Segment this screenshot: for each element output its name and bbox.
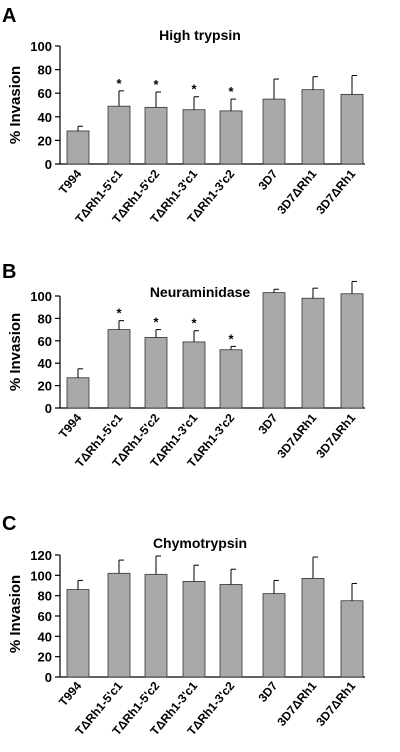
panel-b-y-tick-label: 0: [45, 401, 52, 416]
panel-c-bar: [66, 589, 90, 678]
panel-b-bar: [340, 293, 364, 409]
panel-a-y-tick-label: 40: [38, 110, 52, 125]
panel-a-significance-mark: *: [153, 77, 159, 92]
panel-c-category-label: 3D7ΔRh1: [274, 679, 319, 729]
panel-a-bar: [301, 89, 325, 165]
panel-a-title: High trypsin: [159, 27, 241, 43]
panel-a-significance-mark: *: [228, 84, 234, 99]
panel-a-y-tick-label: 60: [38, 86, 52, 101]
panel-a-category-label: 3D7ΔRh1: [313, 167, 358, 217]
panel-b-y-tick-label: 40: [38, 356, 52, 371]
panel-b-bar: [182, 341, 206, 409]
panel-c-y-axis-title: % Invasion: [7, 575, 24, 653]
panel-c-bar: [219, 584, 243, 678]
panel-b-letter: B: [2, 261, 16, 283]
panel-a-y-axis-title: % Invasion: [7, 66, 24, 144]
panel-b-y-tick-label: 100: [30, 289, 52, 304]
panel-a-bar: [144, 106, 168, 165]
panel-a-bar: [340, 93, 364, 165]
panel-b-y-tick-label: 80: [38, 311, 52, 326]
panel-c-y-tick-label: 60: [38, 609, 52, 624]
panel-a: A High trypsin % Invasion 0 20 40 60 80 100 T994 *…: [2, 5, 365, 226]
panel-b-bar: [144, 337, 168, 409]
panel-a-y-tick-label: 80: [38, 63, 52, 78]
panel-b-significance-mark: *: [153, 315, 159, 330]
panel-a-y-tick-label: 20: [38, 133, 52, 148]
panel-a-category-label: 3D7ΔRh1: [274, 167, 319, 217]
panel-a-category-label: 3D7: [255, 167, 280, 193]
panel-b-significance-mark: *: [228, 331, 234, 346]
panel-a-category-label: T994: [56, 167, 85, 197]
panel-c-y-tick-label: 100: [30, 568, 52, 583]
panel-b-category-label: T994: [56, 411, 85, 441]
panel-a-bar: [219, 110, 243, 165]
panel-b-title: Neuraminidase: [150, 284, 251, 300]
panel-b-bar: [262, 292, 286, 409]
panel-b-y-tick-label: 60: [38, 334, 52, 349]
panel-a-significance-mark: *: [191, 82, 197, 97]
panel-b-significance-mark: *: [191, 316, 197, 331]
panel-b-category-label: 3D7: [255, 411, 280, 437]
panel-b-category-label: 3D7ΔRh1: [313, 411, 358, 461]
panel-c-category-label: 3D7ΔRh1: [313, 679, 358, 729]
panel-b-category-label: 3D7ΔRh1: [274, 411, 319, 461]
panel-a-bar: [66, 130, 90, 165]
panel-a-bar: [107, 105, 131, 165]
panel-b-bar: [107, 329, 131, 409]
panel-c-bar: [182, 581, 206, 678]
panel-b: B Neuraminidase % Invasion 0 20 40 60 80 100 T994…: [2, 261, 365, 470]
panel-c-bar: [262, 593, 286, 678]
panel-c-y-tick-label: 40: [38, 629, 52, 644]
panel-b-y-tick-label: 20: [38, 379, 52, 394]
panel-b-bar: [301, 297, 325, 409]
panel-c-y-tick-label: 120: [30, 548, 52, 563]
panel-c-y-tick-label: 0: [45, 670, 52, 685]
panel-a-letter: A: [2, 5, 16, 27]
panel-b-significance-mark: *: [116, 306, 122, 321]
panel-c: C Chymotrypsin % Invasion 0 20 40 60 80 100 120 T9…: [2, 513, 365, 738]
panel-c-bar: [301, 577, 325, 678]
panel-c-category-label: 3D7: [255, 679, 280, 705]
panel-b-bar: [66, 377, 90, 409]
panel-c-y-tick-label: 80: [38, 589, 52, 604]
panel-c-category-label: T994: [56, 679, 85, 709]
panel-c-bar: [107, 572, 131, 678]
panel-a-bar: [182, 109, 206, 165]
panel-b-bar: [219, 349, 243, 409]
panel-c-y-tick-label: 20: [38, 650, 52, 665]
panel-b-y-axis-title: % Invasion: [7, 313, 24, 391]
panel-a-bar: [262, 98, 286, 165]
panel-c-letter: C: [2, 513, 16, 535]
panel-c-bar: [340, 600, 364, 678]
panel-a-y-tick-label: 100: [30, 39, 52, 54]
panel-a-y-tick-label: 0: [45, 157, 52, 172]
panel-c-bar: [144, 573, 168, 678]
panel-a-significance-mark: *: [116, 76, 122, 91]
panel-c-title: Chymotrypsin: [153, 535, 247, 551]
